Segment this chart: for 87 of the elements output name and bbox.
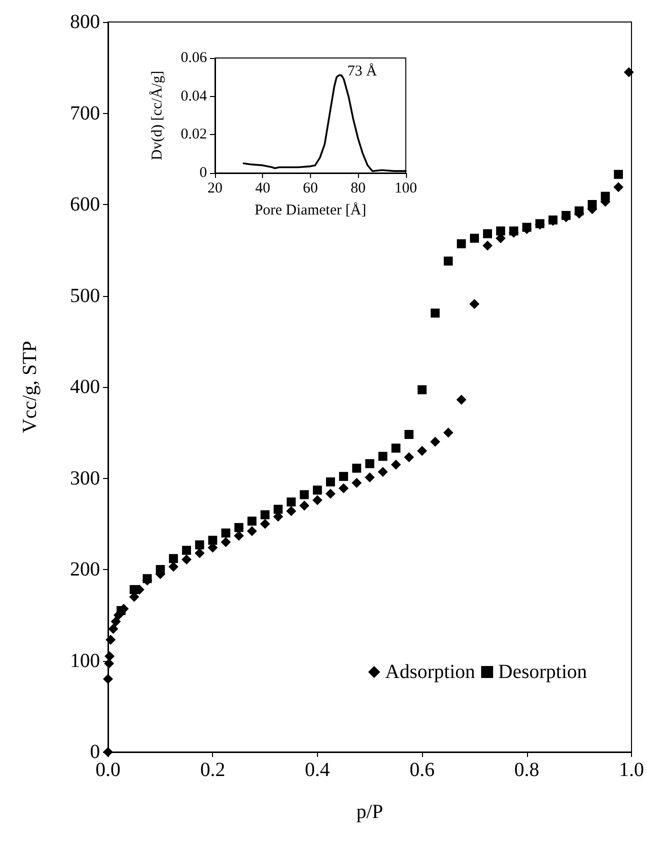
- point: [378, 452, 388, 461]
- x-tick-label: 0.2: [200, 759, 226, 781]
- point: [286, 497, 296, 506]
- x-tick-label: 60: [302, 180, 318, 196]
- point: [430, 436, 440, 447]
- point: [482, 240, 493, 251]
- point: [286, 506, 296, 516]
- y-tick-label: 300: [70, 467, 100, 490]
- point: [113, 610, 124, 620]
- x-axis-title: Pore Diameter [Å]: [254, 202, 366, 218]
- point: [108, 624, 118, 634]
- point: [613, 182, 624, 192]
- point: [182, 554, 192, 564]
- point: [220, 537, 231, 548]
- point: [103, 674, 113, 684]
- point: [326, 477, 335, 486]
- y-tick-label: 400: [70, 376, 100, 398]
- x-axis-title: p/P: [356, 801, 384, 823]
- point: [456, 239, 466, 248]
- point: [378, 466, 388, 477]
- y-tick-label: 500: [70, 284, 100, 307]
- y-tick-label: 800: [70, 11, 100, 33]
- point: [417, 446, 428, 456]
- point: [444, 256, 453, 266]
- y-tick-label: 200: [70, 558, 100, 580]
- point: [338, 483, 349, 494]
- y-tick-label: 0.06: [180, 50, 208, 66]
- y-tick-label: 600: [70, 194, 100, 216]
- point: [312, 486, 322, 495]
- point: [364, 472, 375, 482]
- legend-label: Adsorption: [385, 661, 476, 683]
- point: [208, 536, 218, 545]
- y-axis-title: Dv(d) [cc/Å/g]: [148, 70, 166, 160]
- point: [430, 308, 440, 318]
- x-tick-label: 100: [394, 180, 417, 196]
- x-tick-label: 20: [208, 180, 222, 196]
- point: [470, 234, 479, 243]
- x-tick-label: 80: [350, 180, 366, 196]
- y-axis-title: Vcc/g, STP: [19, 340, 41, 434]
- point: [443, 428, 454, 438]
- point: [182, 546, 192, 555]
- point: [496, 226, 506, 236]
- point: [299, 500, 310, 511]
- x-tick-label: 0.6: [410, 759, 435, 781]
- x-tick-label: 0.4: [304, 759, 330, 781]
- point: [274, 504, 283, 514]
- y-tick-label: 0.04: [180, 88, 208, 104]
- annotation: 73 Å: [347, 62, 378, 80]
- point: [483, 229, 492, 238]
- point: [260, 510, 270, 520]
- point: [106, 634, 116, 645]
- x-tick-label: 0.8: [514, 759, 540, 781]
- point: [168, 554, 178, 564]
- point: [352, 464, 362, 473]
- point: [168, 562, 178, 572]
- point: [456, 394, 466, 405]
- point: [234, 523, 244, 532]
- point: [352, 478, 362, 488]
- point: [246, 526, 257, 536]
- point: [221, 528, 230, 538]
- point: [234, 530, 244, 541]
- point: [104, 651, 115, 662]
- point: [110, 616, 121, 627]
- legend-label: Desorption: [498, 661, 588, 683]
- point: [312, 495, 322, 506]
- point: [260, 518, 270, 529]
- y-tick-label: 700: [70, 102, 100, 124]
- point: [391, 444, 400, 453]
- point: [365, 459, 374, 468]
- y-tick-label: 0.02: [180, 126, 207, 143]
- point: [404, 452, 414, 462]
- point: [247, 516, 256, 526]
- x-tick-label: 40: [255, 180, 270, 196]
- point: [390, 460, 401, 470]
- point: [195, 540, 204, 550]
- point: [404, 430, 414, 439]
- y-tick-label: 0: [200, 165, 207, 181]
- point: [194, 548, 205, 558]
- y-tick-label: 100: [70, 650, 100, 672]
- point: [418, 385, 427, 394]
- point: [469, 298, 480, 309]
- point: [339, 472, 348, 481]
- point: [624, 67, 634, 78]
- x-tick-label: 1.0: [619, 759, 644, 781]
- point: [325, 488, 336, 499]
- point: [614, 170, 623, 179]
- point: [300, 490, 309, 500]
